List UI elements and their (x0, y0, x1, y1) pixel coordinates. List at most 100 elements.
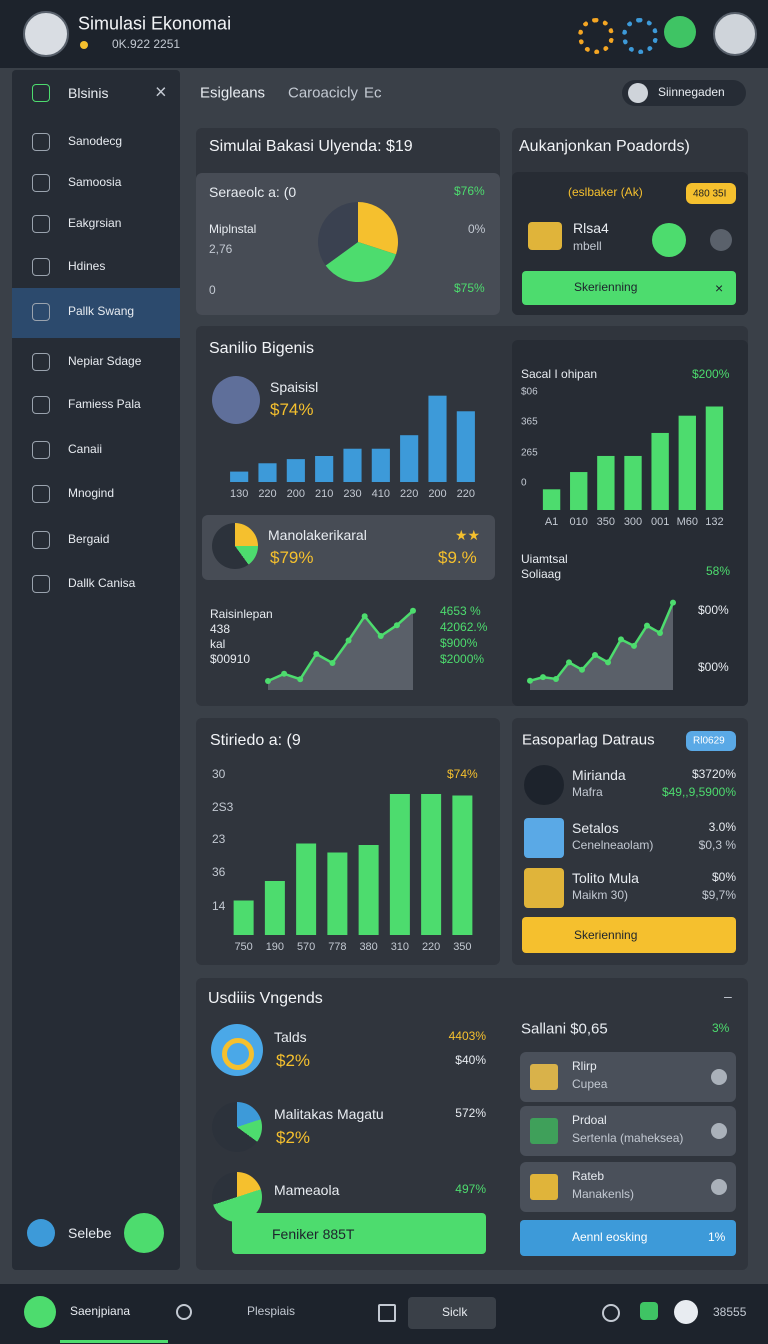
row-value: $3720% (691, 767, 736, 782)
settings-icon[interactable] (578, 18, 614, 54)
line-stat: 42062.% (440, 620, 488, 635)
tab[interactable]: Esigleans (200, 84, 266, 102)
bar (389, 794, 410, 935)
search-icon[interactable] (176, 1304, 192, 1320)
button[interactable] (522, 271, 736, 305)
nav-icon[interactable] (378, 1304, 396, 1322)
user-name: Siinnegaden (658, 85, 725, 100)
x-label: 300 (624, 516, 642, 528)
sidebar-item[interactable]: Canaii (68, 442, 103, 457)
button[interactable] (520, 1220, 736, 1256)
tab[interactable]: Ec (364, 84, 382, 102)
line-label: kal (210, 637, 226, 652)
nav-count: 38555 (713, 1305, 747, 1320)
sidebar-footer[interactable]: Selebe (68, 1224, 112, 1241)
panel-title: Simulai Bakasi Ulyenda: $19 (209, 137, 413, 155)
item-stat: $40% (455, 1053, 486, 1068)
item-name: Talds (274, 1028, 307, 1045)
tag: (eslbaker (Ak) (568, 185, 643, 200)
button[interactable] (522, 917, 736, 953)
pie-chart (318, 202, 398, 282)
item-name: Malitakas Magatu (274, 1105, 384, 1122)
button-label[interactable]: Aennl eosking (572, 1230, 648, 1245)
list-icon (530, 1064, 558, 1090)
pie-icon (212, 523, 258, 569)
nav-icon[interactable] (674, 1300, 698, 1324)
item-value: $2% (276, 1051, 311, 1071)
bar (452, 795, 473, 935)
badge-text: 480 35I (693, 188, 727, 200)
bar (542, 489, 561, 510)
badge (686, 183, 736, 204)
panel-title: Aukanjonkan Poadords) (519, 137, 690, 155)
sidebar-item[interactable]: Mnogind (68, 486, 115, 501)
row-icon (524, 868, 564, 908)
sidebar-icon (32, 174, 50, 192)
action-icon[interactable] (664, 16, 696, 48)
point (393, 622, 400, 629)
item-button[interactable] (710, 229, 732, 251)
sidebar-item[interactable]: Sanodecg (68, 134, 123, 149)
sidebar-icon (32, 303, 50, 321)
line-label: 438 (210, 622, 231, 637)
sidebar-item[interactable]: Nepiar Sdage (68, 354, 142, 369)
list-add[interactable] (711, 1123, 727, 1139)
nav-pill-label[interactable]: Siclk (442, 1305, 468, 1320)
point (297, 676, 304, 683)
bar (456, 411, 475, 482)
close-icon[interactable]: × (155, 81, 167, 104)
footer-button[interactable] (124, 1213, 164, 1253)
bar (286, 459, 305, 482)
row-sub: Mafra (572, 785, 603, 800)
nav-search[interactable]: Plespiais (247, 1304, 296, 1319)
button-close[interactable]: × (715, 279, 724, 296)
button[interactable] (232, 1213, 486, 1254)
nav-pill[interactable] (408, 1297, 496, 1329)
y-label: 2S3 (212, 800, 234, 815)
x-label: 001 (651, 516, 669, 528)
list-add[interactable] (711, 1069, 727, 1085)
x-label: 220 (457, 488, 475, 500)
sidebar-item[interactable]: Bergaid (68, 532, 110, 547)
sidebar-item[interactable]: Samoosia (68, 175, 122, 190)
avatar[interactable] (23, 11, 69, 57)
list-sub: Sertenla (maheksea) (572, 1131, 684, 1146)
settings-icon[interactable] (622, 18, 658, 54)
y-label: 30 (212, 767, 226, 782)
row-change: $49,,9,5900% (661, 785, 736, 800)
sidebar-item[interactable]: Dallk Canisa (68, 576, 136, 591)
line-stat: $2000% (440, 652, 485, 667)
point (540, 674, 546, 681)
chart-icon (212, 376, 260, 424)
button-label[interactable]: Feniker 885T (272, 1225, 355, 1242)
collapse[interactable]: – (724, 987, 732, 1004)
x-label: M60 (677, 516, 698, 528)
sidebar-item[interactable]: Famiess Pala (68, 397, 141, 412)
sidebar-item[interactable]: Pallk Swang (68, 304, 135, 319)
x-label: 410 (372, 488, 390, 500)
sidebar-item[interactable]: Hdines (68, 259, 106, 274)
button-label[interactable]: Skerienning (574, 928, 638, 943)
sidebar-title: Blsinis (68, 84, 109, 101)
sidebar-item[interactable]: Eakgrsian (68, 216, 122, 231)
item-icon (222, 1038, 254, 1070)
bar (400, 435, 419, 482)
point (553, 675, 559, 682)
list-name: Rlirp (572, 1059, 597, 1074)
nav-home[interactable]: Saenjpiana (70, 1304, 131, 1319)
user-avatar (628, 83, 648, 103)
nav-icon[interactable] (640, 1302, 658, 1320)
item-button[interactable] (652, 223, 686, 257)
button-label[interactable]: Skerienning (574, 280, 638, 295)
bar (230, 471, 249, 482)
nav-home-icon[interactable] (24, 1296, 56, 1328)
x-label: 190 (266, 941, 284, 953)
nav-icon[interactable] (602, 1304, 620, 1322)
tab[interactable]: Caroacicly (288, 84, 359, 102)
profile-avatar[interactable] (713, 12, 757, 56)
list-add[interactable] (711, 1179, 727, 1195)
row-change: $0,3 % (698, 838, 736, 853)
point (670, 599, 676, 606)
x-label: 350 (597, 516, 615, 528)
